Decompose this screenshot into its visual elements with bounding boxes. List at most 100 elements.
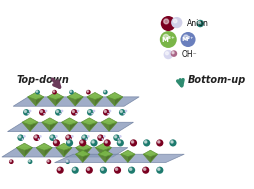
Polygon shape <box>95 148 103 157</box>
Circle shape <box>120 110 122 112</box>
Circle shape <box>103 135 105 138</box>
Circle shape <box>118 141 120 143</box>
Circle shape <box>28 160 30 162</box>
Circle shape <box>91 141 94 143</box>
Polygon shape <box>87 97 94 106</box>
Polygon shape <box>89 122 97 131</box>
Polygon shape <box>69 122 77 131</box>
Circle shape <box>87 168 89 170</box>
Circle shape <box>129 168 131 170</box>
Polygon shape <box>17 148 24 157</box>
Circle shape <box>100 167 107 174</box>
Polygon shape <box>82 154 90 162</box>
Circle shape <box>51 136 53 138</box>
Circle shape <box>75 113 77 115</box>
Text: M³⁺: M³⁺ <box>161 36 174 43</box>
Circle shape <box>103 91 105 92</box>
Circle shape <box>17 134 24 141</box>
Polygon shape <box>36 97 43 106</box>
Circle shape <box>43 113 45 115</box>
Circle shape <box>124 110 127 112</box>
Polygon shape <box>106 97 114 106</box>
Circle shape <box>66 136 69 138</box>
Circle shape <box>60 110 63 112</box>
Circle shape <box>119 135 121 138</box>
Text: Bottom-up: Bottom-up <box>187 75 245 85</box>
Polygon shape <box>54 154 184 163</box>
Circle shape <box>56 110 58 112</box>
Circle shape <box>66 160 68 162</box>
Circle shape <box>56 167 64 174</box>
Polygon shape <box>7 122 133 132</box>
Circle shape <box>165 52 168 55</box>
Circle shape <box>115 168 117 170</box>
Circle shape <box>54 141 56 143</box>
Text: OH⁻: OH⁻ <box>181 50 196 59</box>
Circle shape <box>157 141 159 143</box>
Circle shape <box>92 110 95 112</box>
Polygon shape <box>22 122 30 131</box>
Circle shape <box>65 134 72 141</box>
Circle shape <box>97 134 103 141</box>
Text: M²⁺: M²⁺ <box>181 37 194 42</box>
Circle shape <box>123 113 124 115</box>
Polygon shape <box>106 92 122 99</box>
Polygon shape <box>75 148 83 157</box>
Polygon shape <box>22 118 38 125</box>
Polygon shape <box>44 148 52 157</box>
Circle shape <box>40 110 42 112</box>
Circle shape <box>71 109 77 116</box>
Circle shape <box>73 168 75 170</box>
Circle shape <box>88 110 90 112</box>
Circle shape <box>72 110 74 112</box>
Circle shape <box>156 167 163 174</box>
Polygon shape <box>94 97 103 106</box>
Circle shape <box>35 90 40 94</box>
Circle shape <box>105 141 107 143</box>
Polygon shape <box>101 118 117 125</box>
Circle shape <box>157 168 159 170</box>
Polygon shape <box>42 118 58 125</box>
Polygon shape <box>24 148 32 157</box>
Polygon shape <box>47 92 63 99</box>
Circle shape <box>116 139 123 146</box>
Polygon shape <box>13 97 139 106</box>
Circle shape <box>27 113 29 115</box>
Circle shape <box>87 109 93 116</box>
Polygon shape <box>67 92 83 99</box>
Circle shape <box>159 31 176 48</box>
Circle shape <box>183 35 188 40</box>
Circle shape <box>22 138 23 140</box>
Polygon shape <box>67 97 75 106</box>
Polygon shape <box>55 97 63 106</box>
Circle shape <box>130 139 137 146</box>
Circle shape <box>128 167 135 174</box>
Polygon shape <box>75 150 90 156</box>
Circle shape <box>10 160 11 162</box>
Polygon shape <box>150 154 157 162</box>
Circle shape <box>98 136 100 138</box>
Circle shape <box>117 138 119 140</box>
Polygon shape <box>81 122 89 131</box>
Circle shape <box>104 110 106 112</box>
Circle shape <box>85 138 87 140</box>
Circle shape <box>67 141 69 143</box>
Circle shape <box>156 139 163 146</box>
Polygon shape <box>120 154 127 162</box>
Circle shape <box>86 90 90 94</box>
Polygon shape <box>17 143 32 150</box>
Circle shape <box>142 139 150 146</box>
Circle shape <box>69 90 73 94</box>
Circle shape <box>39 135 42 138</box>
Circle shape <box>108 110 111 112</box>
Circle shape <box>169 139 176 146</box>
Circle shape <box>46 159 51 164</box>
Polygon shape <box>36 148 44 157</box>
Circle shape <box>52 90 57 94</box>
Circle shape <box>87 135 89 138</box>
Circle shape <box>170 17 182 28</box>
Circle shape <box>114 136 116 138</box>
Polygon shape <box>75 143 91 150</box>
Circle shape <box>180 32 195 47</box>
Polygon shape <box>95 143 111 150</box>
